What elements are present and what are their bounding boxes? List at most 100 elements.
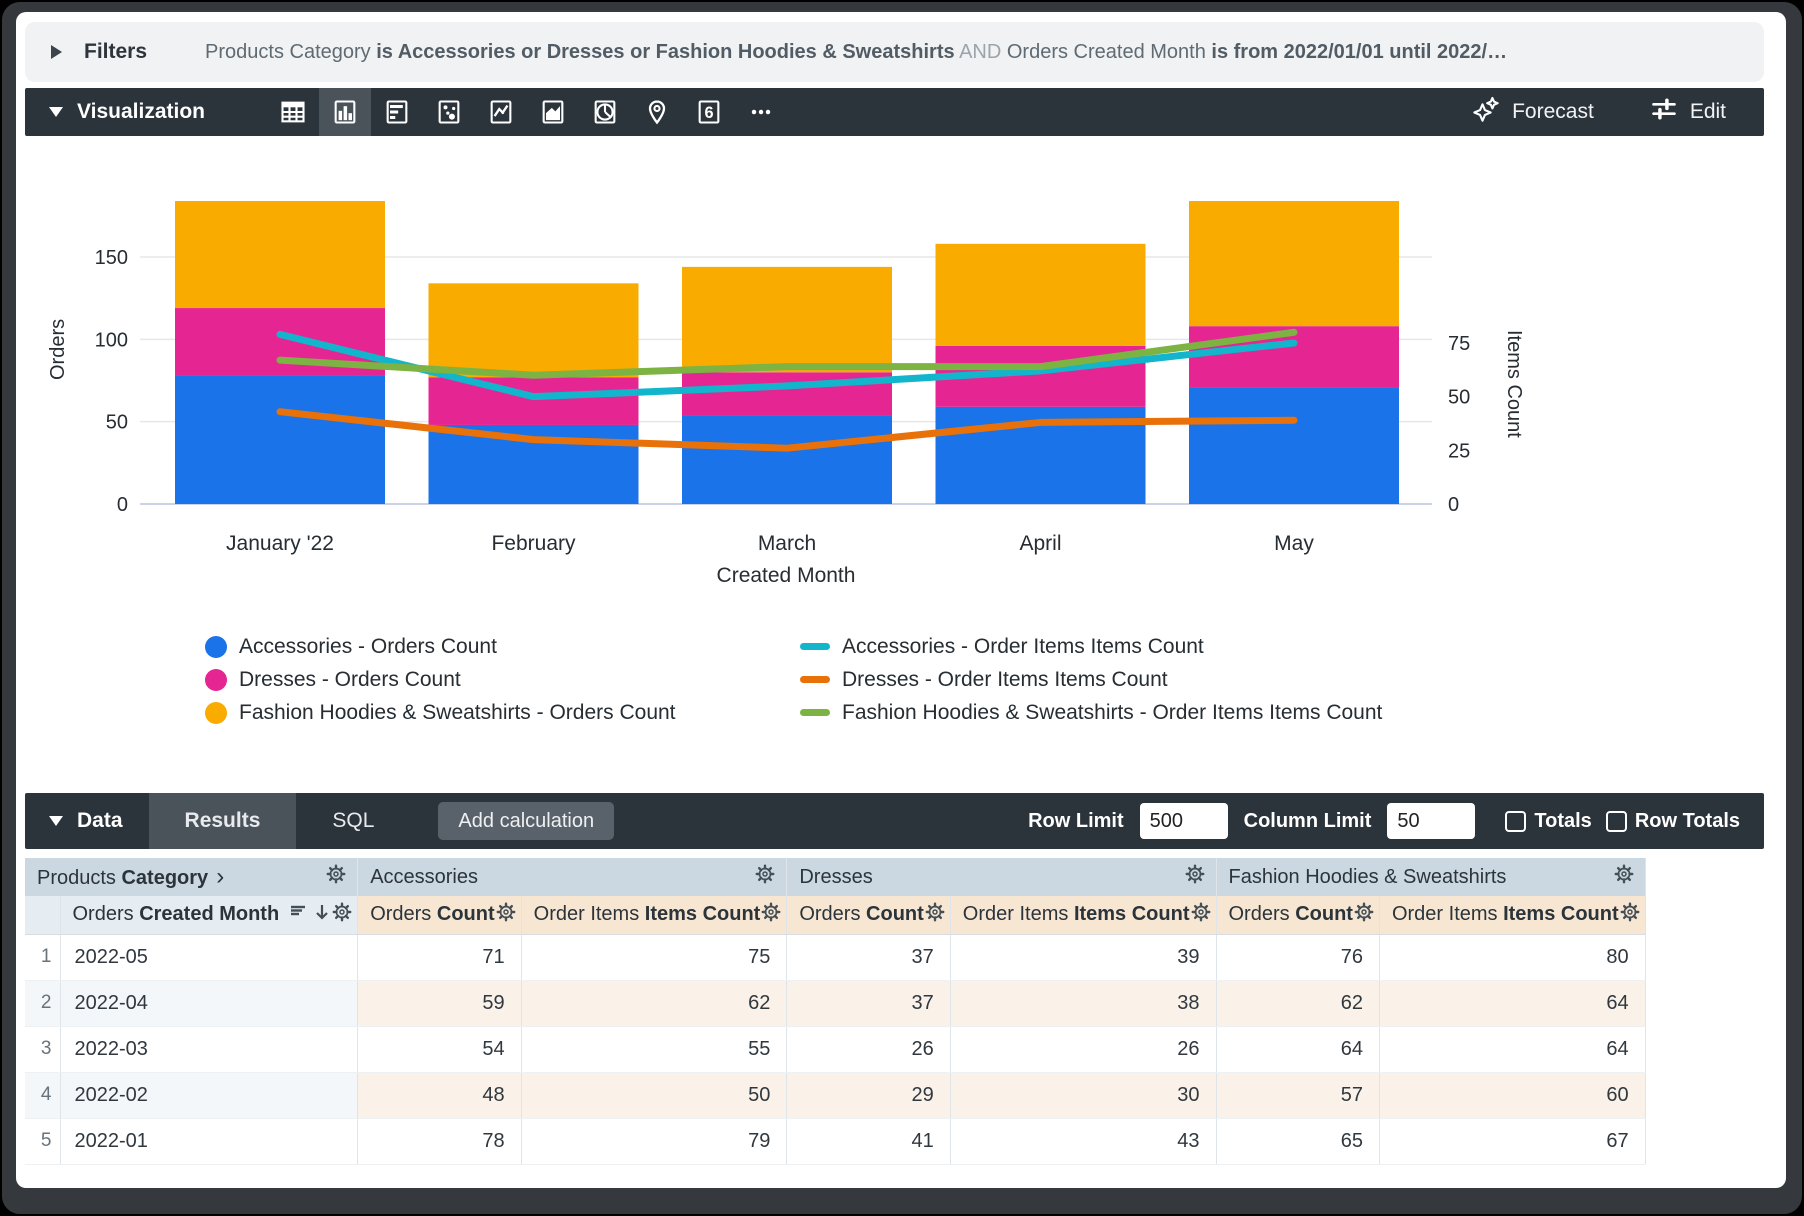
bar-chart-icon[interactable] [371,88,423,136]
legend-item[interactable]: Accessories - Orders Count [205,630,676,663]
column-header-measure[interactable]: Order Items Items Count [1379,896,1646,935]
measure-cell[interactable]: 76 [1216,934,1380,981]
bar-segment[interactable] [1189,326,1399,388]
map-pin-icon[interactable] [631,88,683,136]
gear-icon[interactable] [495,901,517,929]
row-limit-input[interactable] [1139,803,1228,839]
legend-item[interactable]: Fashion Hoodies & Sweatshirts - Orders C… [205,696,676,729]
column-header-measure[interactable]: Orders Count [786,896,951,935]
measure-cell[interactable]: 64 [1379,980,1646,1027]
bar-segment[interactable] [682,415,892,504]
legend-item[interactable]: Dresses - Orders Count [205,663,676,696]
more-icon[interactable] [735,88,787,136]
group-header[interactable]: Accessories [357,858,788,896]
gear-icon[interactable] [924,901,946,929]
column-header-measure[interactable]: Order Items Items Count [521,896,788,935]
group-header[interactable]: Dresses [786,858,1217,896]
measure-cell[interactable]: 64 [1216,1026,1380,1073]
combo-chart[interactable]: 0 50 100 150 Orders 0 25 50 75 Items Count January… [16,136,1786,616]
legend-item[interactable]: Dresses - Order Items Items Count [800,663,1382,696]
bar-segment[interactable] [1189,201,1399,327]
line-series[interactable] [276,408,1298,452]
totals-checkbox[interactable] [1505,810,1527,832]
dimension-cell[interactable]: 2022-03 [60,1026,359,1073]
table-chart-icon[interactable] [267,88,319,136]
measure-cell[interactable]: 64 [1379,1026,1646,1073]
gear-icon[interactable] [1190,901,1212,929]
column-header-measure[interactable]: Order Items Items Count [950,896,1217,935]
gear-icon[interactable] [1184,863,1206,891]
dimension-cell[interactable]: 2022-01 [60,1118,359,1165]
measure-cell[interactable]: 37 [786,934,951,981]
measure-cell[interactable]: 71 [357,934,522,981]
legend-item[interactable]: Accessories - Order Items Items Count [800,630,1382,663]
measure-cell[interactable]: 39 [950,934,1217,981]
gear-icon[interactable] [1353,901,1375,929]
measure-cell[interactable]: 26 [786,1026,951,1073]
expand-filters-icon[interactable] [51,45,62,59]
gear-icon[interactable] [1619,901,1641,929]
bar-segment[interactable] [935,243,1146,346]
single-value-icon[interactable]: 6 [683,88,735,136]
measure-cell[interactable]: 57 [1216,1072,1380,1119]
measure-cell[interactable]: 43 [950,1118,1217,1165]
measure-cell[interactable]: 65 [1216,1118,1380,1165]
gear-icon[interactable] [325,863,347,891]
gear-icon[interactable] [754,863,776,891]
gear-icon[interactable] [1613,863,1635,891]
subtotal-icon[interactable] [289,903,307,927]
filters-bar[interactable]: Filters Products Category is Accessories… [25,22,1764,82]
forecast-button[interactable]: Forecast [1472,95,1594,129]
collapse-visualization-icon[interactable] [49,107,63,117]
area-chart-icon[interactable] [527,88,579,136]
group-header-products-category[interactable]: Products Category › [25,858,359,896]
measure-cell[interactable]: 37 [786,980,951,1027]
measure-cell[interactable]: 62 [1216,980,1380,1027]
column-header-orders-created-month[interactable]: Orders Created Month [60,896,359,935]
bar-segment[interactable] [682,266,892,373]
bar-segment[interactable] [175,201,385,309]
scatter-chart-icon[interactable] [423,88,475,136]
measure-cell[interactable]: 67 [1379,1118,1646,1165]
measure-cell[interactable]: 48 [357,1072,522,1119]
bar-segment[interactable] [428,283,639,378]
measure-cell[interactable]: 50 [521,1072,788,1119]
column-chart-icon[interactable] [318,88,371,136]
measure-cell[interactable]: 75 [521,934,788,981]
chevron-right-icon[interactable]: › [216,863,225,890]
measure-cell[interactable]: 59 [357,980,522,1027]
line-chart-icon[interactable] [475,88,527,136]
bar-segment[interactable] [1189,387,1399,504]
measure-cell[interactable]: 78 [357,1118,522,1165]
dimension-cell[interactable]: 2022-05 [60,934,359,981]
measure-cell[interactable]: 55 [521,1026,788,1073]
line-series[interactable] [276,328,1298,379]
add-calculation-button[interactable]: Add calculation [438,802,615,840]
dimension-cell[interactable]: 2022-04 [60,980,359,1027]
gear-icon[interactable] [760,901,782,929]
measure-cell[interactable]: 54 [357,1026,522,1073]
tab-sql[interactable]: SQL [332,809,375,832]
measure-cell[interactable]: 80 [1379,934,1646,981]
measure-cell[interactable]: 41 [786,1118,951,1165]
legend-item[interactable]: Fashion Hoodies & Sweatshirts - Order It… [800,696,1382,729]
row-totals-checkbox[interactable] [1605,810,1627,832]
measure-cell[interactable]: 29 [786,1072,951,1119]
measure-cell[interactable]: 79 [521,1118,788,1165]
column-header-measure[interactable]: Orders Count [1216,896,1380,935]
column-limit-input[interactable] [1387,803,1476,839]
sort-desc-icon[interactable] [313,902,331,928]
collapse-data-icon[interactable] [49,816,63,826]
measure-cell[interactable]: 60 [1379,1072,1646,1119]
measure-cell[interactable]: 38 [950,980,1217,1027]
column-header-measure[interactable]: Orders Count [357,896,522,935]
group-header[interactable]: Fashion Hoodies & Sweatshirts [1216,858,1646,896]
tab-results[interactable]: Results [148,793,297,849]
bar-segment[interactable] [428,377,639,425]
measure-cell[interactable]: 30 [950,1072,1217,1119]
measure-cell[interactable]: 62 [521,980,788,1027]
edit-button[interactable]: Edit [1650,95,1726,129]
dimension-cell[interactable]: 2022-02 [60,1072,359,1119]
line-series[interactable] [276,330,1298,401]
gear-icon[interactable] [331,901,353,929]
